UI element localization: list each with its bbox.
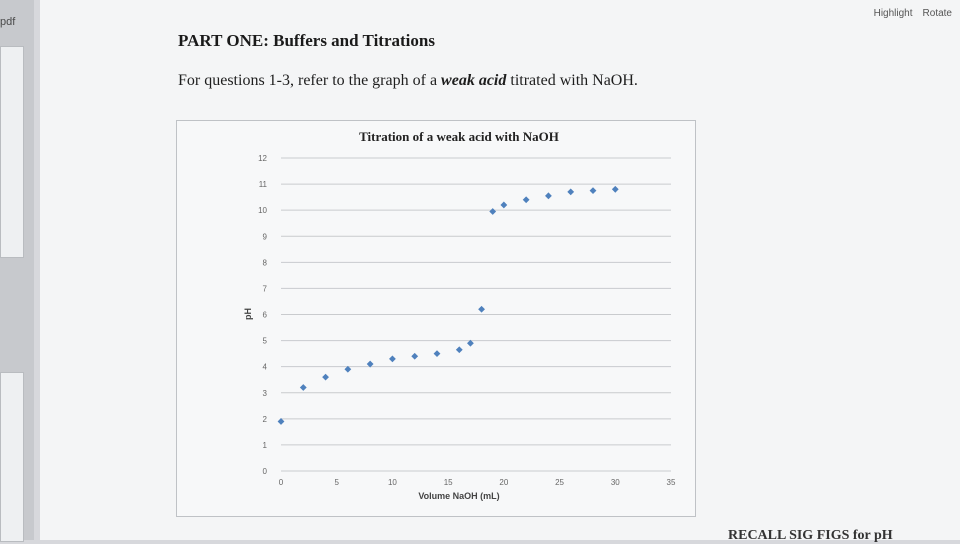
data-point: [545, 192, 552, 200]
data-point: [611, 185, 619, 193]
x-tick-label: 30: [611, 478, 620, 487]
y-tick-label: 3: [263, 389, 268, 398]
y-tick-label: 1: [263, 441, 268, 450]
y-tick-label: 2: [263, 415, 268, 424]
data-point: [322, 373, 329, 381]
instruction-text: For questions 1-3, refer to the graph of…: [178, 72, 638, 90]
instruction-emphasis: weak acid: [441, 72, 507, 89]
data-point: [478, 305, 485, 313]
y-tick-label: 4: [263, 363, 268, 372]
data-point: [366, 360, 374, 368]
y-tick-label: 8: [263, 258, 268, 267]
x-tick-label: 20: [499, 478, 508, 487]
data-point: [299, 384, 307, 391]
data-point: [455, 346, 463, 354]
footer-text: RECALL SIG FIGS for pH: [728, 528, 893, 543]
data-point: [567, 188, 575, 196]
x-tick-label: 35: [667, 478, 676, 487]
page-thumbnail[interactable]: [0, 372, 24, 542]
y-tick-label: 10: [258, 206, 267, 215]
thumbnail-panel: pdf: [0, 0, 34, 542]
y-tick-label: 11: [259, 180, 268, 189]
chart-title: Titration of a weak acid with NaOH: [359, 129, 559, 144]
x-tick-label: 25: [555, 478, 564, 487]
data-point: [500, 201, 508, 209]
file-label: pdf: [0, 16, 16, 28]
section-heading: PART ONE: Buffers and Titrations: [178, 31, 435, 50]
y-tick-label: 0: [263, 467, 268, 476]
viewer-toolbar: Highlight Rotate: [874, 8, 952, 19]
data-point: [522, 196, 530, 204]
y-axis-label: pH: [243, 308, 253, 320]
instruction-before: For questions 1-3, refer to the graph of…: [178, 72, 442, 89]
chart-svg: Titration of a weak acid with NaOH 01234…: [243, 129, 676, 501]
data-point: [389, 355, 396, 363]
x-tick-label: 10: [388, 478, 397, 487]
instruction-after: titrated with NaOH.: [506, 72, 638, 89]
x-tick-label: 5: [334, 478, 339, 487]
x-tick-label: 0: [279, 478, 284, 487]
y-tick-label: 7: [263, 284, 268, 293]
y-tick-label: 5: [263, 337, 268, 346]
data-point: [489, 208, 497, 215]
y-tick-label: 12: [258, 154, 267, 163]
x-axis-label: Volume NaOH (mL): [418, 491, 499, 501]
data-point: [433, 350, 441, 358]
data-point: [411, 352, 419, 360]
y-tick-label: 9: [263, 232, 268, 241]
data-point: [467, 339, 474, 347]
data-point: [589, 187, 597, 195]
y-tick-label: 6: [263, 311, 268, 320]
data-point: [344, 365, 352, 373]
rotate-button[interactable]: Rotate: [922, 8, 952, 19]
x-tick-label: 15: [444, 478, 453, 487]
document-page: Highlight Rotate PART ONE: Buffers and T…: [40, 0, 960, 543]
page-thumbnail[interactable]: [0, 46, 24, 258]
highlight-button[interactable]: Highlight: [873, 8, 913, 19]
